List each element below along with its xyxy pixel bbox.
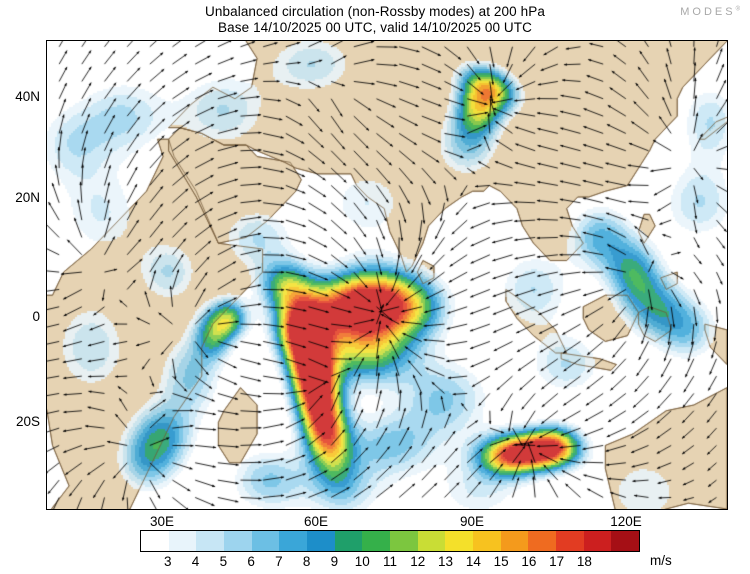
colorbar-cell-17	[611, 531, 640, 551]
modes-logo: MODES®	[680, 6, 740, 18]
colorbar-cell-2	[196, 531, 225, 551]
colorbar-tick-10: 10	[354, 554, 370, 569]
y-tick-20n: 20N	[15, 190, 40, 205]
colorbar-cell-11	[445, 531, 474, 551]
colorbar-cell-7	[334, 531, 363, 551]
map-panel	[46, 40, 728, 510]
chart-title-block: Unbalanced circulation (non-Rossby modes…	[0, 4, 750, 36]
colorbar-tick-5: 5	[219, 554, 228, 569]
map-canvas	[47, 41, 727, 509]
colorbar-tick-12: 12	[410, 554, 426, 569]
colorbar-cell-1	[168, 531, 197, 551]
colorbar: 3 4 5 6 7 8 9 10 11 12 13 14 15 16 17 18	[140, 530, 640, 569]
colorbar-tick-13: 13	[438, 554, 454, 569]
colorbar-tick-11: 11	[382, 554, 397, 569]
colorbar-tick-3: 3	[164, 554, 172, 569]
colorbar-cell-4	[251, 531, 280, 551]
colorbar-cell-14	[528, 531, 557, 551]
colorbar-tick-7: 7	[275, 554, 283, 569]
x-tick-60e: 60E	[303, 514, 329, 529]
colorbar-cell-3	[224, 531, 252, 551]
colorbar-cell-9	[390, 531, 418, 551]
colorbar-swatches	[140, 530, 640, 552]
modes-logo-text: MODES	[680, 6, 736, 18]
colorbar-cell-15	[556, 531, 584, 551]
chart-subtitle: Base 14/10/2025 00 UTC, valid 14/10/2025…	[218, 20, 532, 35]
colorbar-tick-8: 8	[302, 554, 311, 569]
colorbar-units: m/s	[650, 553, 672, 568]
colorbar-tick-16: 16	[521, 554, 537, 569]
colorbar-tick-4: 4	[191, 554, 200, 569]
colorbar-cell-16	[583, 531, 612, 551]
x-tick-120e: 120E	[610, 514, 642, 529]
chart-title: Unbalanced circulation (non-Rossby modes…	[205, 4, 545, 19]
colorbar-tick-17: 17	[549, 554, 565, 569]
y-tick-20s: 20S	[15, 414, 40, 429]
colorbar-cell-8	[362, 531, 391, 551]
colorbar-tick-6: 6	[247, 554, 255, 569]
y-tick-40n: 40N	[15, 89, 40, 104]
colorbar-tick-15: 15	[493, 554, 509, 569]
colorbar-cell-0	[141, 531, 169, 551]
colorbar-tick-9: 9	[330, 554, 339, 569]
colorbar-cell-6	[307, 531, 335, 551]
x-tick-30e: 30E	[149, 514, 175, 529]
colorbar-cell-13	[500, 531, 529, 551]
colorbar-cell-12	[473, 531, 501, 551]
colorbar-tick-14: 14	[465, 554, 481, 569]
y-tick-0: 0	[32, 309, 40, 324]
colorbar-tick-18: 18	[576, 554, 592, 569]
x-tick-90e: 90E	[459, 514, 485, 529]
colorbar-cell-5	[279, 531, 308, 551]
modes-logo-mark: ®	[735, 6, 740, 13]
colorbar-cell-10	[417, 531, 446, 551]
